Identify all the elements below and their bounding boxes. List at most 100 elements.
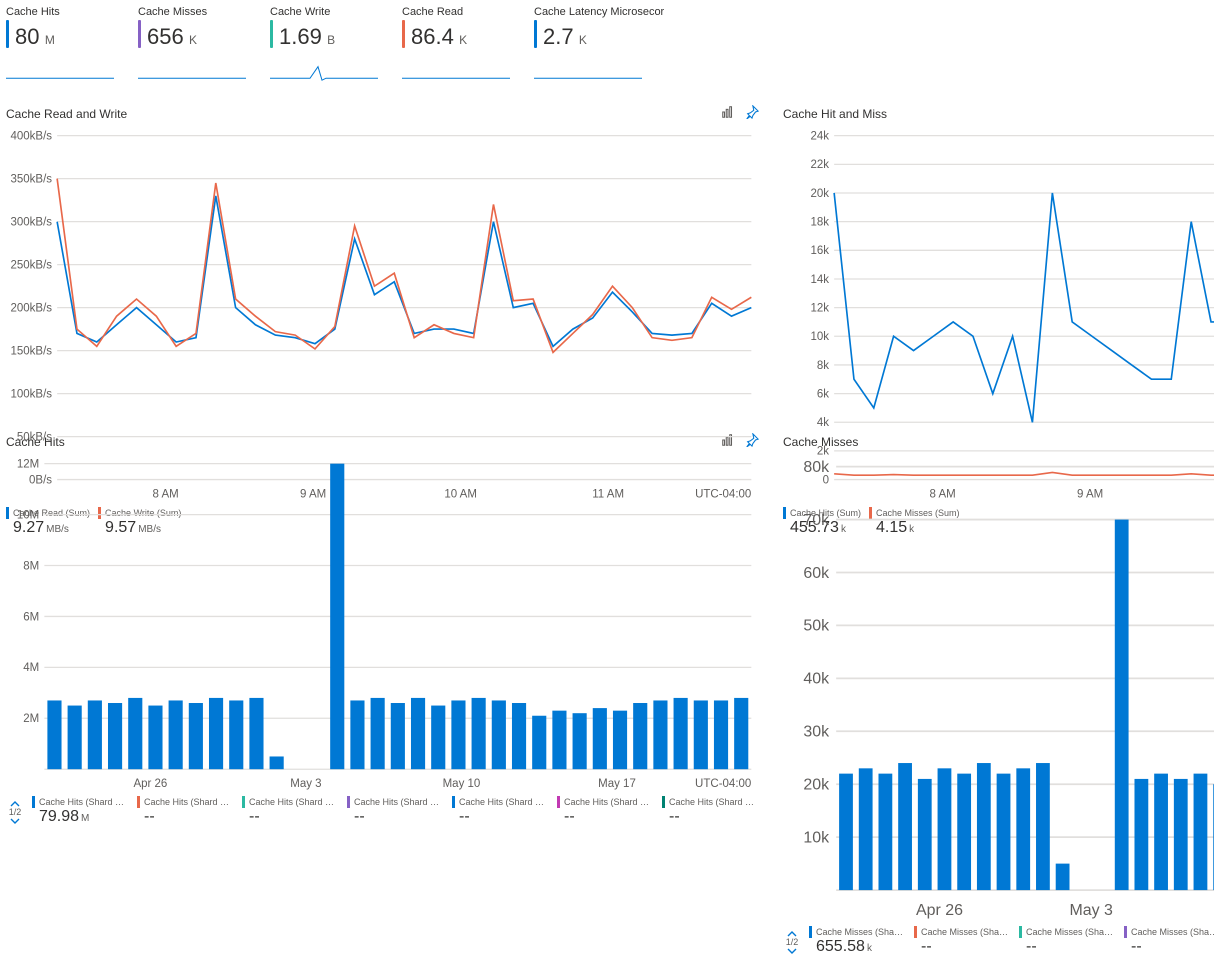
legend-value: --	[347, 808, 444, 826]
kpi-accent-bar	[138, 20, 141, 48]
panel-cache-hits: Cache Hits 2M4M6M8M10M12MApr 26May 3May …	[6, 433, 759, 723]
legend-label: Cache Hits (Shard 5)...	[564, 797, 654, 807]
legend-color-bar	[809, 926, 812, 938]
panel-cache-misses: Cache Misses 10k20k30k40k50k60k70k80kApr…	[783, 433, 1214, 723]
chart-legend: 1/2Cache Misses (Shard ...655.58kCache M…	[783, 926, 1214, 956]
legend-pager[interactable]: 1/2	[783, 926, 801, 955]
legend-label: Cache Misses (Shard ...	[816, 927, 906, 937]
legend-value: --	[1124, 938, 1214, 956]
legend-item[interactable]: Cache Hits (Shard 5)...--	[557, 796, 654, 826]
svg-text:30k: 30k	[803, 724, 829, 741]
kpi-tile[interactable]: Cache Hits80 M	[6, 6, 114, 87]
svg-text:20k: 20k	[810, 188, 829, 200]
kpi-value: 86.4 K	[411, 26, 467, 48]
panel-cache-hit-miss: Cache Hit and Miss 02k4k6k8k10k12k14k16k…	[783, 105, 1214, 425]
legend-color-bar	[347, 796, 350, 808]
legend-item[interactable]: Cache Misses (Shard ...--	[1124, 926, 1214, 956]
svg-text:250kB/s: 250kB/s	[10, 259, 52, 271]
kpi-unit: M	[41, 33, 54, 47]
svg-text:80k: 80k	[803, 459, 829, 476]
legend-item[interactable]: Cache Hits (Shard 3)...--	[347, 796, 444, 826]
kpi-label: Cache Latency Microsecor	[534, 6, 642, 18]
legend-item[interactable]: Cache Hits (Shard 4)...--	[452, 796, 549, 826]
legend-label: Cache Hits (Shard 4)...	[459, 797, 549, 807]
kpi-sparkline	[270, 58, 378, 84]
legend-label: Cache Misses (Shard ...	[1131, 927, 1214, 937]
legend-value: --	[242, 808, 339, 826]
kpi-tile[interactable]: Cache Latency Microsecor2.7 K	[534, 6, 642, 87]
svg-text:70k: 70k	[803, 512, 829, 529]
chart-area[interactable]: 02k4k6k8k10k12k14k16k18k20k22k24k8 AM9 A…	[783, 128, 1214, 503]
legend-value: --	[662, 808, 759, 826]
kpi-tile[interactable]: Cache Read 86.4 K	[402, 6, 510, 87]
legend-color-bar	[914, 926, 917, 938]
svg-text:6M: 6M	[23, 611, 39, 623]
svg-text:50k: 50k	[803, 618, 829, 635]
chart-legend: 1/2 Cache Hits (Shard 0)...79.98M Cache Hi…	[6, 796, 759, 826]
legend-item[interactable]: Cache Misses (Shard ...--	[1019, 926, 1116, 956]
svg-text:6k: 6k	[817, 388, 829, 400]
svg-text:20k: 20k	[803, 777, 829, 794]
kpi-label: Cache Read	[402, 6, 510, 18]
svg-text:10M: 10M	[17, 509, 39, 521]
svg-text:May 17: May 17	[598, 778, 636, 790]
svg-text:400kB/s: 400kB/s	[10, 131, 52, 143]
kpi-unit: K	[186, 33, 197, 47]
legend-item[interactable]: Cache Hits (Shard 6)...--	[662, 796, 759, 826]
svg-text:Apr 26: Apr 26	[916, 902, 963, 919]
legend-value: --	[914, 938, 1011, 956]
kpi-unit: K	[576, 33, 587, 47]
svg-text:May 10: May 10	[443, 778, 481, 790]
kpi-tile[interactable]: Cache Misses 656 K	[138, 6, 246, 87]
pin-icon[interactable]	[745, 105, 759, 122]
legend-unit: M	[81, 813, 89, 824]
legend-value: --	[137, 808, 234, 826]
kpi-sparkline	[138, 58, 246, 84]
legend-item[interactable]: Cache Misses (Shard ...--	[914, 926, 1011, 956]
chart-area[interactable]: 0B/s50kB/s100kB/s150kB/s200kB/s250kB/s30…	[6, 128, 759, 503]
kpi-row: Cache Hits80 M Cache Misses 656 K Cache Wri…	[6, 6, 1208, 87]
svg-text:10k: 10k	[810, 331, 829, 343]
svg-text:14k: 14k	[810, 274, 829, 286]
kpi-value: 656 K	[147, 26, 197, 48]
svg-text:4M: 4M	[23, 662, 39, 674]
kpi-tile[interactable]: Cache Write1.69 B	[270, 6, 378, 87]
kpi-label: Cache Misses	[138, 6, 246, 18]
kpi-label: Cache Hits	[6, 6, 114, 18]
legend-item[interactable]: Cache Hits (Shard 1)...--	[137, 796, 234, 826]
legend-value: --	[452, 808, 549, 826]
chart-settings-icon[interactable]	[721, 105, 735, 122]
legend-item[interactable]: Cache Hits (Shard 0)...79.98M	[32, 796, 129, 826]
svg-text:150kB/s: 150kB/s	[10, 345, 52, 357]
legend-color-bar	[32, 796, 35, 808]
svg-text:24k: 24k	[810, 131, 829, 143]
legend-color-bar	[137, 796, 140, 808]
legend-label: Cache Hits (Shard 6)...	[669, 797, 759, 807]
panel-title: Cache Read and Write	[6, 107, 127, 121]
svg-text:16k: 16k	[810, 245, 829, 257]
panel-cache-read-write: Cache Read and Write 0B/s50kB/s100kB/s15…	[6, 105, 759, 425]
svg-text:12k: 12k	[810, 302, 829, 314]
legend-color-bar	[242, 796, 245, 808]
svg-text:4k: 4k	[817, 417, 829, 429]
kpi-accent-bar	[6, 20, 9, 48]
legend-color-bar	[1124, 926, 1127, 938]
panel-grid: Cache Read and Write 0B/s50kB/s100kB/s15…	[6, 105, 1208, 723]
chart-area[interactable]: 2M4M6M8M10M12MApr 26May 3May 10May 17UTC…	[6, 456, 759, 792]
chart-area[interactable]: 10k20k30k40k50k60k70k80kApr 26May 3May 1…	[783, 456, 1214, 922]
legend-item[interactable]: Cache Hits (Shard 2)...--	[242, 796, 339, 826]
svg-text:8k: 8k	[817, 360, 829, 372]
legend-value: 655.58k	[809, 938, 906, 956]
legend-label: Cache Misses (Shard ...	[921, 927, 1011, 937]
legend-pager[interactable]: 1/2	[6, 796, 24, 825]
svg-text:50kB/s: 50kB/s	[17, 431, 52, 443]
legend-color-bar	[557, 796, 560, 808]
svg-text:2M: 2M	[23, 713, 39, 725]
kpi-accent-bar	[534, 20, 537, 48]
svg-text:300kB/s: 300kB/s	[10, 216, 52, 228]
legend-item[interactable]: Cache Misses (Shard ...655.58k	[809, 926, 906, 956]
legend-color-bar	[452, 796, 455, 808]
svg-text:Apr 26: Apr 26	[133, 778, 167, 790]
svg-text:60k: 60k	[803, 565, 829, 582]
svg-text:22k: 22k	[810, 159, 829, 171]
